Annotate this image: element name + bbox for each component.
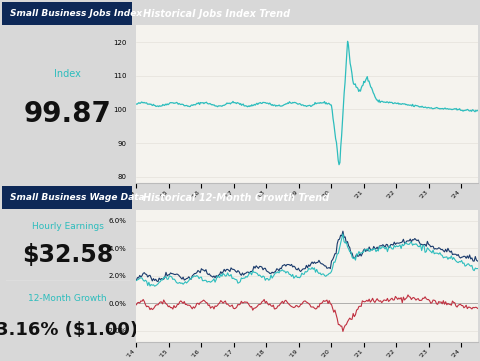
Hourly Earnings (155, 279, 161, 284)
Weekly Hours (340, 329, 346, 334)
Weekly Hours (133, 303, 139, 307)
Weekly Earnings (338, 241, 344, 245)
Hourly Earnings (338, 233, 344, 238)
Weekly Hours (336, 322, 341, 327)
Hourly Earnings (340, 229, 346, 233)
Bar (2, 2, 132, 25)
Weekly Earnings (336, 246, 342, 250)
Text: Index: Index (54, 69, 81, 79)
Weekly Hours (475, 306, 480, 310)
Text: $32.58: $32.58 (22, 243, 113, 268)
Line: Hourly Earnings: Hourly Earnings (136, 231, 478, 282)
Weekly Hours (405, 293, 411, 297)
Text: 3.16% ($1.00): 3.16% ($1.00) (0, 321, 139, 339)
Weekly Hours (344, 322, 349, 327)
Weekly Hours (445, 301, 451, 305)
Hourly Earnings (423, 244, 429, 248)
Weekly Hours (423, 297, 429, 301)
Text: 99.87: 99.87 (24, 100, 111, 129)
Weekly Earnings (475, 266, 480, 271)
Weekly Hours (336, 322, 342, 327)
Weekly Earnings (445, 257, 451, 261)
Bar (2, 186, 132, 209)
Text: Hourly Earnings: Hourly Earnings (32, 222, 103, 231)
Weekly Earnings (423, 249, 429, 254)
Text: 12-Month Growth: 12-Month Growth (28, 294, 107, 303)
Hourly Earnings (133, 278, 139, 283)
Hourly Earnings (134, 275, 140, 280)
Weekly Hours (134, 301, 140, 305)
Hourly Earnings (475, 259, 480, 263)
Weekly Earnings (134, 278, 140, 282)
Weekly Earnings (152, 284, 157, 288)
Hourly Earnings (345, 239, 350, 244)
Text: Historical Jobs Index Trend: Historical Jobs Index Trend (143, 9, 290, 18)
Line: Weekly Earnings: Weekly Earnings (136, 234, 478, 286)
Text: Small Business Wage Data: Small Business Wage Data (10, 193, 145, 202)
Hourly Earnings (445, 246, 451, 251)
Text: Historical 12-Month Growth Trend: Historical 12-Month Growth Trend (143, 193, 329, 203)
Weekly Earnings (133, 278, 139, 283)
Weekly Earnings (345, 244, 350, 249)
Text: Small Business Jobs Index: Small Business Jobs Index (10, 9, 143, 18)
Line: Weekly Hours: Weekly Hours (136, 295, 478, 331)
Hourly Earnings (336, 237, 342, 242)
Weekly Earnings (340, 232, 346, 236)
